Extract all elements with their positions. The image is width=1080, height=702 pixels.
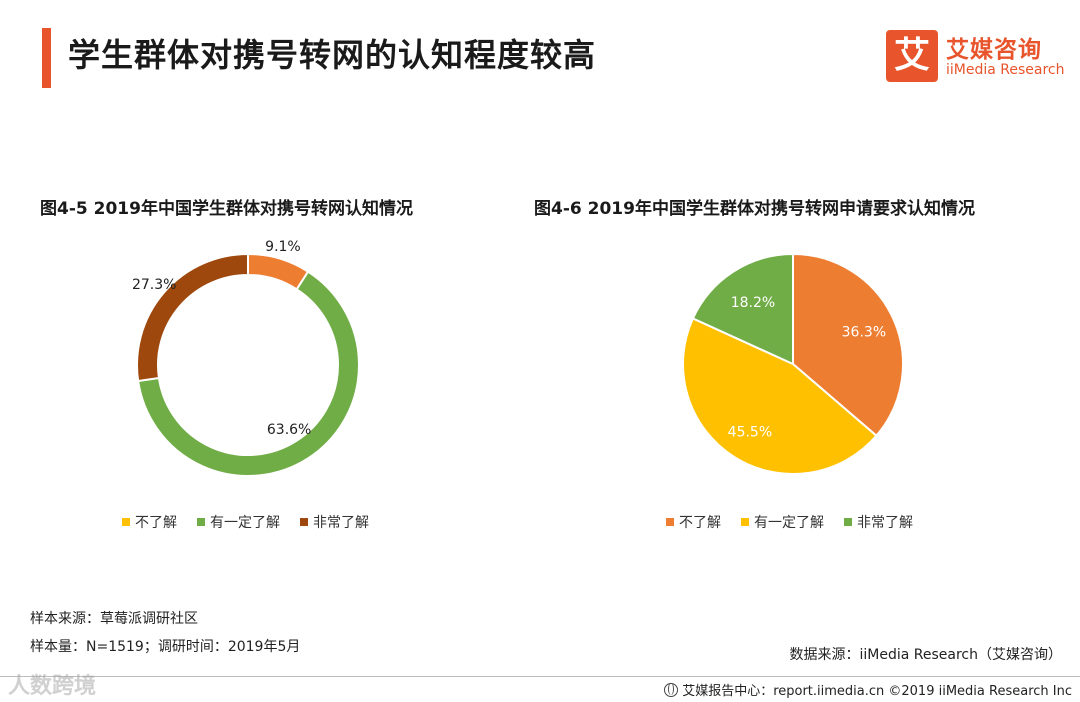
legend-swatch bbox=[844, 518, 852, 526]
donut-chart-4-5: 9.1% 63.6% 27.3% bbox=[132, 239, 360, 477]
page-title: 学生群体对携号转网的认知程度较高 bbox=[68, 36, 597, 74]
data-label-1: 45.5% bbox=[728, 424, 772, 440]
legend-swatch bbox=[300, 518, 308, 526]
data-label-2: 27.3% bbox=[132, 277, 176, 293]
legend-item-1: 有一定了解 bbox=[197, 512, 280, 532]
legend-swatch bbox=[666, 518, 674, 526]
chart-title-4-5: 图4-5 2019年中国学生群体对携号转网认知情况 bbox=[40, 199, 413, 219]
iimedia-logo: 艾 艾媒咨询 iiMedia Research bbox=[886, 30, 1066, 82]
data-label-0: 9.1% bbox=[265, 239, 301, 255]
globe-icon bbox=[664, 682, 679, 697]
legend-label: 非常了解 bbox=[313, 515, 369, 531]
title-accent-bar bbox=[42, 28, 51, 88]
sample-size-note: 样本量：N=1519；调研时间：2019年5月 bbox=[30, 639, 301, 655]
legend-item-2: 非常了解 bbox=[844, 512, 913, 532]
legend-4-5: 不了解 有一定了解 非常了解 bbox=[122, 512, 369, 532]
legend-label: 有一定了解 bbox=[210, 515, 280, 531]
slice-1 bbox=[137, 270, 360, 477]
data-label-2: 18.2% bbox=[731, 295, 775, 311]
data-label-0: 36.3% bbox=[842, 324, 886, 340]
legend-item-0: 不了解 bbox=[666, 512, 721, 532]
legend-label: 不了解 bbox=[135, 515, 177, 531]
legend-label: 非常了解 bbox=[857, 515, 913, 531]
footer-divider bbox=[0, 676, 1080, 677]
data-label-1: 63.6% bbox=[267, 422, 311, 438]
slice-2 bbox=[136, 252, 249, 383]
legend-4-6: 不了解 有一定了解 非常了解 bbox=[666, 512, 913, 532]
footer: 艾媒报告中心：report.iimedia.cn ©2019 iiMedia R… bbox=[664, 680, 1072, 699]
legend-label: 不了解 bbox=[679, 515, 721, 531]
logo-name-en: iiMedia Research bbox=[946, 62, 1065, 78]
legend-swatch bbox=[122, 518, 130, 526]
slice-0 bbox=[792, 252, 904, 438]
legend-label: 有一定了解 bbox=[754, 515, 824, 531]
legend-item-1: 有一定了解 bbox=[741, 512, 824, 532]
slice-2 bbox=[691, 252, 794, 366]
sample-source-note: 样本来源：草莓派调研社区 bbox=[30, 611, 198, 627]
legend-swatch bbox=[741, 518, 749, 526]
legend-item-2: 非常了解 bbox=[300, 512, 369, 532]
chart-title-4-6: 图4-6 2019年中国学生群体对携号转网申请要求认知情况 bbox=[534, 199, 975, 219]
data-source-note: 数据来源：iiMedia Research（艾媒咨询） bbox=[789, 647, 1063, 663]
slice-1 bbox=[682, 317, 878, 475]
footer-text: 艾媒报告中心：report.iimedia.cn ©2019 iiMedia R… bbox=[682, 684, 1072, 699]
pie-chart-4-6: 36.3% 45.5% 18.2% bbox=[682, 252, 904, 475]
legend-swatch bbox=[197, 518, 205, 526]
logo-name-cn: 艾媒咨询 bbox=[946, 37, 1042, 63]
logo-mark: 艾 bbox=[886, 30, 938, 82]
legend-item-0: 不了解 bbox=[122, 512, 177, 532]
watermark: 人数跨境 bbox=[8, 674, 97, 699]
